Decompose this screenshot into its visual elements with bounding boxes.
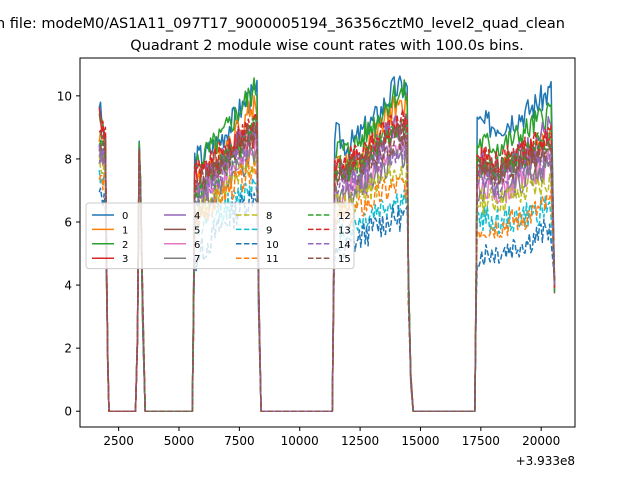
y-tick-label: 6 xyxy=(64,216,72,230)
chart-title: Quadrant 2 module wise count rates with … xyxy=(130,38,524,54)
legend-label: 2 xyxy=(122,240,128,251)
legend-box xyxy=(85,202,355,270)
legend-label: 0 xyxy=(122,211,128,222)
legend-label: 13 xyxy=(338,225,351,236)
legend-label: 9 xyxy=(266,225,272,236)
series-line-8 xyxy=(98,148,556,412)
series-line-7 xyxy=(98,146,556,412)
y-tick-label: 4 xyxy=(64,279,72,293)
x-tick-label: 17500 xyxy=(462,434,500,448)
legend-label: 12 xyxy=(338,211,351,222)
x-tick-label: 15000 xyxy=(401,434,439,448)
x-tick-label: 20000 xyxy=(522,434,560,448)
y-tick-label: 10 xyxy=(57,89,72,103)
plot-frame xyxy=(79,57,576,428)
series-line-15 xyxy=(99,121,556,412)
legend-label: 10 xyxy=(266,240,279,251)
y-axis: 0 2 4 6 8 10 xyxy=(57,89,80,419)
legend-label: 5 xyxy=(194,225,200,236)
series-line-14 xyxy=(98,132,556,412)
x-tick-label: 10000 xyxy=(281,434,319,448)
legend-label: 14 xyxy=(338,240,351,251)
series-layer xyxy=(98,75,556,412)
x-tick-label: 2500 xyxy=(103,434,134,448)
x-tick-label: 5000 xyxy=(164,434,195,448)
legend-label: 11 xyxy=(266,254,279,265)
legend-label: 6 xyxy=(194,240,200,251)
y-tick-label: 8 xyxy=(64,152,72,166)
y-tick-label: 0 xyxy=(64,405,72,419)
legend-label: 3 xyxy=(122,254,128,265)
legend-label: 1 xyxy=(122,225,128,236)
x-axis-offset-label: +3.933e8 xyxy=(516,454,575,468)
y-tick-label: 2 xyxy=(64,342,72,356)
x-axis: 2500 5000 7500 10000 12500 15000 17500 20000 xyxy=(103,427,560,448)
figure-title: n file: modeM0/AS1A11_097T17_9000005194_… xyxy=(0,16,565,32)
x-tick-label: 7500 xyxy=(224,434,255,448)
series-line-2 xyxy=(98,77,556,412)
legend-label: 7 xyxy=(194,254,200,265)
x-tick-label: 12500 xyxy=(341,434,379,448)
legend-label: 8 xyxy=(266,211,272,222)
legend-label: 15 xyxy=(338,254,351,265)
legend-label: 4 xyxy=(194,211,200,222)
